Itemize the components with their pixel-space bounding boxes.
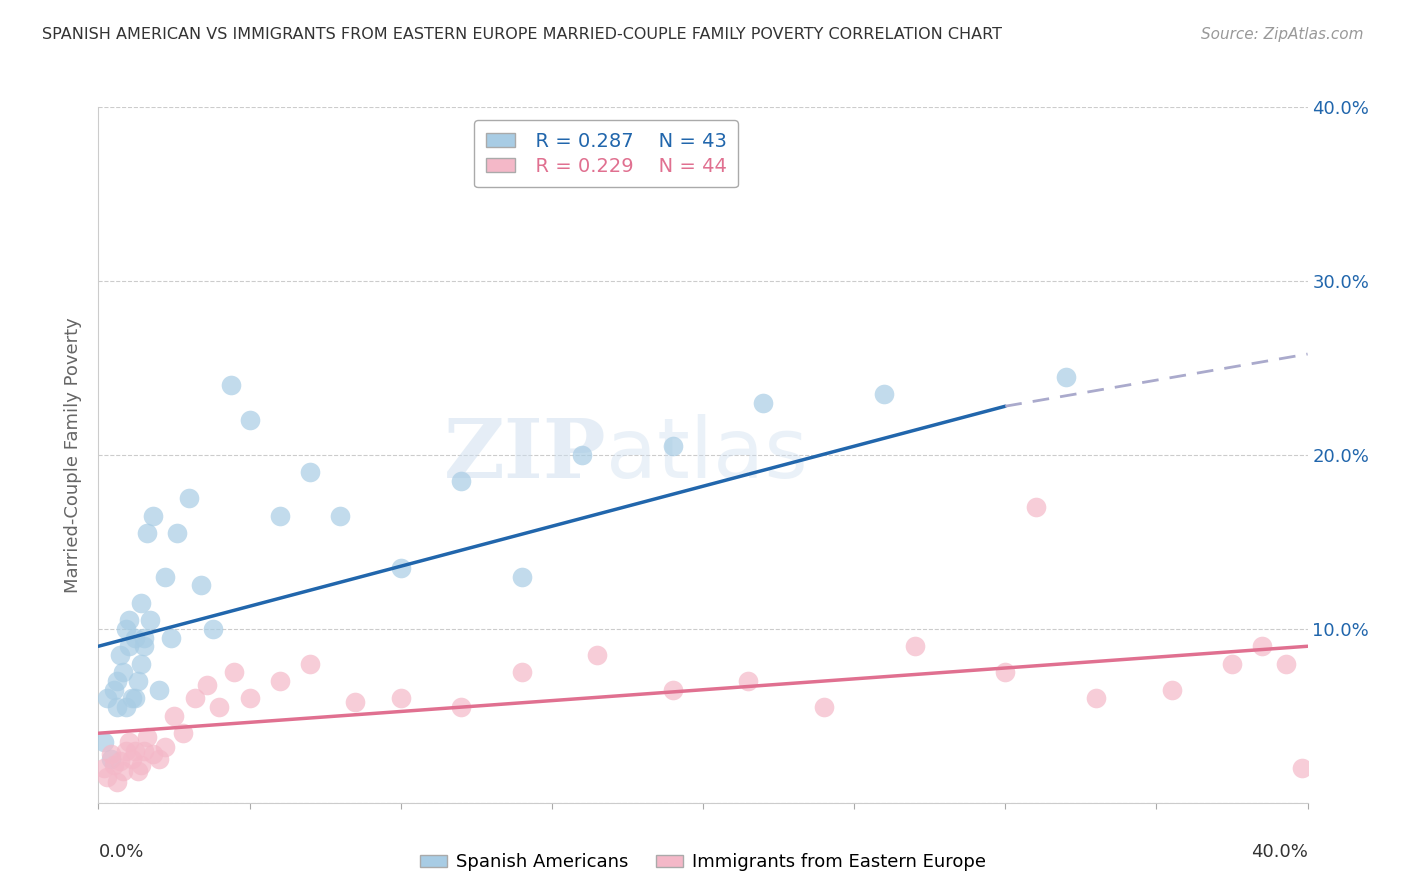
Point [105,700,128,714]
Point [1220,657,1243,671]
Point [118,639,141,653]
Point [114,744,136,758]
Point [1160,682,1182,697]
Point [111,665,134,680]
Point [121,691,143,706]
Point [221,378,243,392]
Point [586,648,609,662]
Point [135,526,157,541]
Point [139,613,162,627]
Point [166,526,188,541]
Point [184,691,207,706]
Point [132,744,155,758]
Point [114,700,136,714]
Text: ZIP: ZIP [444,415,606,495]
Point [111,764,134,779]
Point [124,631,146,645]
Point [100,752,122,766]
Text: atlas: atlas [606,415,808,495]
Point [96,691,118,706]
Point [813,700,835,714]
Point [100,747,122,761]
Point [269,508,291,523]
Point [450,700,472,714]
Point [142,508,165,523]
Point [127,764,149,779]
Point [153,740,176,755]
Point [148,752,170,766]
Point [269,674,291,689]
Point [108,754,131,768]
Point [190,578,212,592]
Point [160,631,183,645]
Point [752,396,775,410]
Point [172,726,194,740]
Point [450,474,472,488]
Point [1085,691,1108,706]
Point [179,491,201,506]
Point [571,448,593,462]
Point [195,677,218,691]
Point [389,561,412,575]
Point [239,413,262,427]
Point [1251,639,1274,653]
Point [510,570,533,584]
Point [224,665,246,680]
Point [114,622,136,636]
Point [662,439,685,453]
Point [737,674,759,689]
Point [135,730,157,744]
Point [1275,657,1298,671]
Point [329,508,352,523]
Text: SPANISH AMERICAN VS IMMIGRANTS FROM EASTERN EUROPE MARRIED-COUPLE FAMILY POVERTY: SPANISH AMERICAN VS IMMIGRANTS FROM EAST… [42,27,1002,42]
Point [1024,500,1046,514]
Point [105,775,128,789]
Point [1291,761,1313,775]
Point [129,757,152,772]
Point [132,631,155,645]
Point [510,665,533,680]
Point [389,691,412,706]
Point [93,735,115,749]
Point [299,466,322,480]
Point [121,752,143,766]
Point [994,665,1017,680]
Legend:   R = 0.287    N = 43,   R = 0.229    N = 44: R = 0.287 N = 43, R = 0.229 N = 44 [474,120,738,187]
Point [153,570,176,584]
Point [105,674,128,689]
Point [208,700,231,714]
Point [103,682,125,697]
Point [163,708,186,723]
Point [873,387,896,401]
Point [299,657,322,671]
Point [96,770,118,784]
Point [1054,369,1077,384]
Point [142,747,165,761]
Point [124,691,146,706]
Point [904,639,927,653]
Point [93,761,115,775]
Point [108,648,131,662]
Point [118,735,141,749]
Point [662,682,685,697]
Point [129,596,152,610]
Y-axis label: Married-Couple Family Poverty: Married-Couple Family Poverty [65,317,83,593]
Point [129,657,152,671]
Text: 40.0%: 40.0% [1251,843,1308,861]
Point [202,622,225,636]
Point [344,695,367,709]
Point [118,613,141,627]
Point [127,674,149,689]
Point [148,682,170,697]
Point [132,639,155,653]
Point [124,744,146,758]
Point [103,757,125,772]
Text: Source: ZipAtlas.com: Source: ZipAtlas.com [1201,27,1364,42]
Point [239,691,262,706]
Text: 0.0%: 0.0% [98,843,143,861]
Legend: Spanish Americans, Immigrants from Eastern Europe: Spanish Americans, Immigrants from Easte… [413,847,993,879]
